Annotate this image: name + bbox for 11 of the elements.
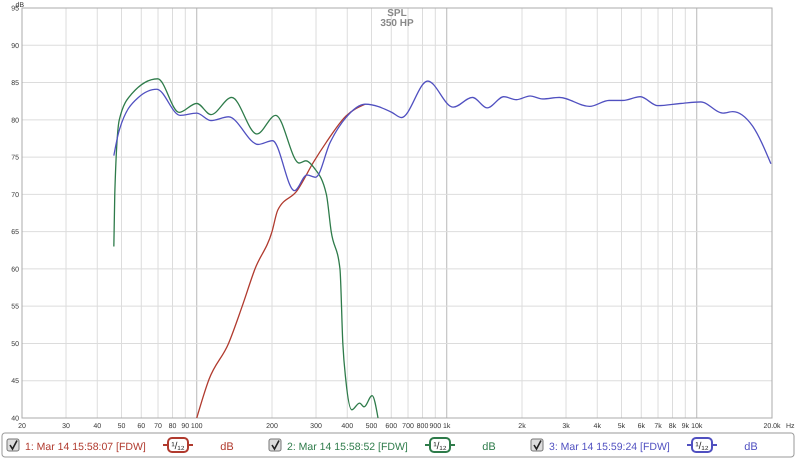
text: dB: [220, 441, 234, 453]
text: 1: Mar 14 15:58:07 [FDW]: [25, 441, 146, 453]
text: 3: Mar 14 15:59:24 [FDW]: [549, 441, 670, 453]
text: dB: [482, 441, 496, 453]
chart-title: SPL: [387, 8, 407, 19]
text: ¹/₁₂: [695, 441, 709, 452]
text: 350 HP: [380, 18, 414, 29]
text: ¹/₁₂: [171, 441, 185, 452]
text: ¹/₁₂: [433, 441, 447, 452]
text: 2: Mar 14 15:58:52 [FDW]: [287, 441, 408, 453]
text: dB: [744, 441, 758, 453]
